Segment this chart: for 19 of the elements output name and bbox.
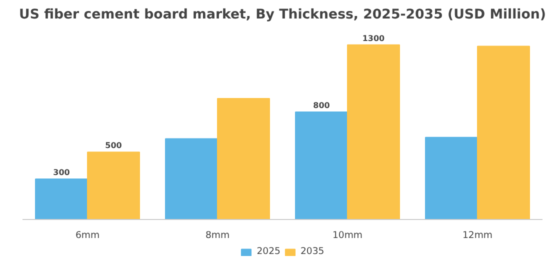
- x-tick-label: 10mm: [332, 230, 363, 242]
- data-label: 500: [105, 141, 122, 150]
- x-tick-label: 12mm: [462, 230, 493, 242]
- x-tick-label: 6mm: [75, 230, 100, 242]
- bar: [165, 138, 218, 220]
- legend-label: 2025: [256, 246, 280, 257]
- legend-label: 2035: [300, 246, 324, 257]
- bar: [35, 178, 88, 220]
- bar: [425, 136, 478, 220]
- bar: [477, 46, 530, 220]
- bar: [347, 44, 400, 220]
- data-label: 300: [53, 168, 70, 177]
- x-tick-label: 8mm: [205, 230, 230, 242]
- bar: [87, 152, 140, 220]
- data-label: 800: [313, 100, 330, 110]
- bar: [217, 98, 270, 220]
- bar: [295, 111, 348, 220]
- data-label: 1300: [362, 34, 386, 43]
- chart-title: US fiber cement board market, By Thickness, 2025-2035 (USD Million): [19, 8, 546, 22]
